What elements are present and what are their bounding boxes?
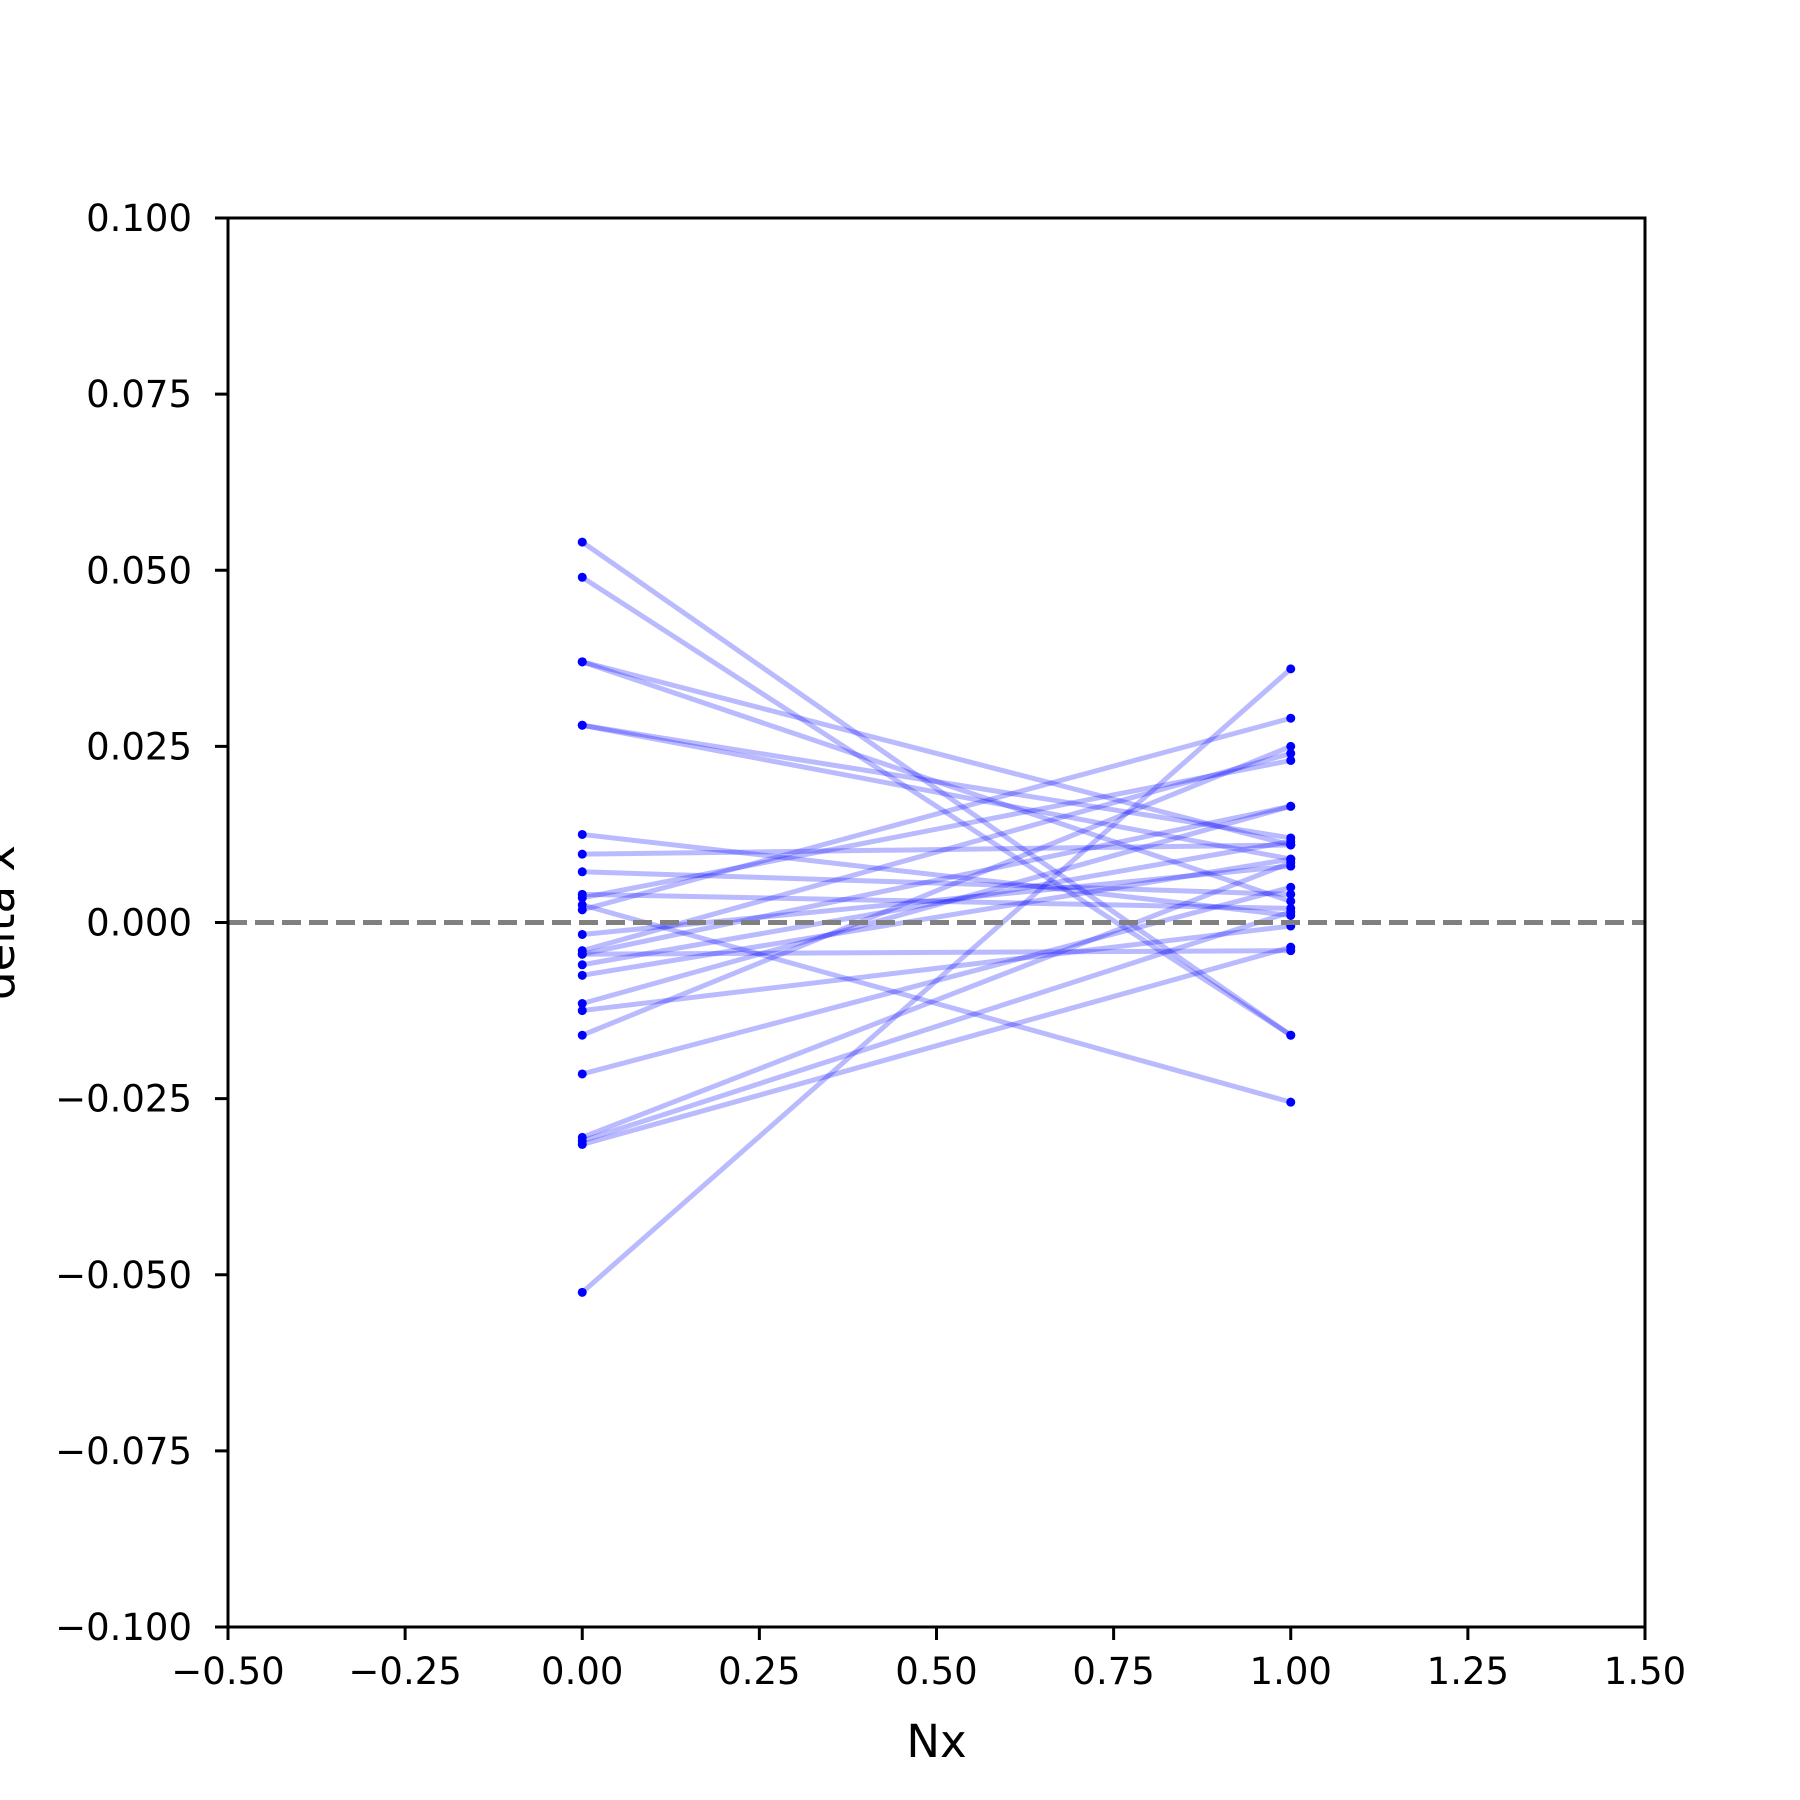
series-line-16 — [581, 839, 1292, 968]
x-tick-label: −0.25 — [348, 1650, 461, 1693]
y-tick-label: −0.075 — [55, 1430, 192, 1473]
y-tick-label: −0.100 — [55, 1606, 192, 1649]
x-tick-label: 1.25 — [1427, 1650, 1509, 1693]
y-axis-label: delta x — [0, 845, 25, 1000]
data-point-21-1 — [577, 1069, 587, 1079]
series-line-1 — [580, 540, 1293, 1038]
series-line-18 — [581, 803, 1292, 1006]
data-point-6-1 — [577, 720, 587, 730]
data-point-27-2 — [1286, 946, 1296, 956]
data-layer — [577, 537, 1296, 1297]
data-point-9-1 — [577, 867, 587, 877]
data-point-26-2 — [1286, 1097, 1296, 1107]
x-tick-label: 0.25 — [718, 1650, 800, 1693]
data-point-27-1 — [577, 949, 587, 959]
y-tick-label: 0.000 — [86, 902, 192, 945]
data-point-16-1 — [577, 960, 587, 970]
x-tick-label: 0.00 — [541, 1650, 623, 1693]
series-line-3 — [581, 659, 1292, 848]
data-point-23-2 — [1286, 907, 1296, 917]
series-line-5 — [581, 722, 1292, 862]
data-point-26-1 — [577, 900, 587, 910]
series-line-25 — [580, 667, 1293, 1295]
series-line-8 — [582, 842, 1291, 857]
data-point-2-1 — [577, 572, 587, 582]
series-line-26 — [581, 902, 1292, 1105]
data-point-25-2 — [1286, 664, 1296, 674]
data-point-12-2 — [1286, 713, 1296, 723]
y-axis-ticks: −0.100 −0.075 −0.050 −0.025 0.000 0.025 0.050 0… — [55, 197, 228, 1649]
data-point-4-2 — [1286, 896, 1296, 906]
data-point-20-1 — [577, 1030, 587, 1040]
data-point-19-1 — [577, 1006, 587, 1016]
data-point-13-1 — [577, 929, 587, 939]
series-line-17 — [581, 856, 1292, 978]
data-point-11-1 — [577, 893, 587, 903]
data-point-17-1 — [577, 970, 587, 980]
y-tick-label: −0.050 — [55, 1254, 192, 1297]
x-tick-label: 1.00 — [1250, 1650, 1332, 1693]
series-line-22 — [581, 860, 1292, 1140]
y-tick-label: 0.075 — [86, 373, 192, 416]
x-tick-label: 0.50 — [895, 1650, 977, 1693]
series-line-19 — [581, 923, 1292, 1014]
series-line-23 — [581, 909, 1292, 1144]
x-tick-label: 1.50 — [1604, 1650, 1686, 1693]
x-axis-ticks: −0.50 −0.25 0.00 0.25 0.50 0.75 1.00 1.25 1.50 — [171, 1627, 1686, 1693]
y-tick-label: 0.025 — [86, 725, 192, 768]
data-point-16-2 — [1286, 836, 1296, 846]
data-point-11-2 — [1286, 755, 1296, 765]
data-point-1-1 — [577, 537, 587, 547]
data-point-22-2 — [1286, 858, 1296, 868]
series-line-7 — [581, 831, 1292, 918]
series-line-11 — [581, 758, 1292, 901]
series-line-10 — [582, 891, 1291, 911]
y-tick-label: 0.050 — [86, 549, 192, 592]
y-tick-label: 0.100 — [86, 197, 192, 240]
series-line-21 — [581, 884, 1292, 1077]
data-point-4-1 — [577, 657, 587, 667]
x-tick-label: 0.75 — [1072, 1650, 1154, 1693]
series-line-6 — [581, 722, 1292, 841]
series-line-27 — [582, 948, 1291, 957]
series-line-2 — [580, 575, 1293, 1038]
data-point-8-1 — [577, 849, 587, 859]
x-axis-label: Nx — [906, 1715, 966, 1768]
series-line-20 — [581, 744, 1292, 1038]
data-point-7-1 — [577, 829, 587, 839]
series-line-9 — [582, 869, 1291, 897]
data-point-18-2 — [1286, 801, 1296, 811]
data-point-2-2 — [1286, 1030, 1296, 1040]
series-line-15 — [581, 803, 1292, 957]
data-point-21-2 — [1286, 882, 1296, 892]
data-point-20-2 — [1286, 741, 1296, 751]
data-point-14-2 — [1286, 748, 1296, 758]
data-point-24-1 — [577, 1139, 587, 1149]
series-line-4 — [581, 659, 1292, 904]
y-tick-label: −0.025 — [55, 1078, 192, 1121]
data-point-18-1 — [577, 999, 587, 1009]
series-line-12 — [581, 715, 1292, 913]
data-point-25-1 — [577, 1287, 587, 1297]
series-line-24 — [581, 944, 1292, 1147]
data-point-9-2 — [1286, 889, 1296, 899]
x-tick-label: −0.50 — [171, 1650, 284, 1693]
series-line-14 — [581, 751, 1292, 954]
